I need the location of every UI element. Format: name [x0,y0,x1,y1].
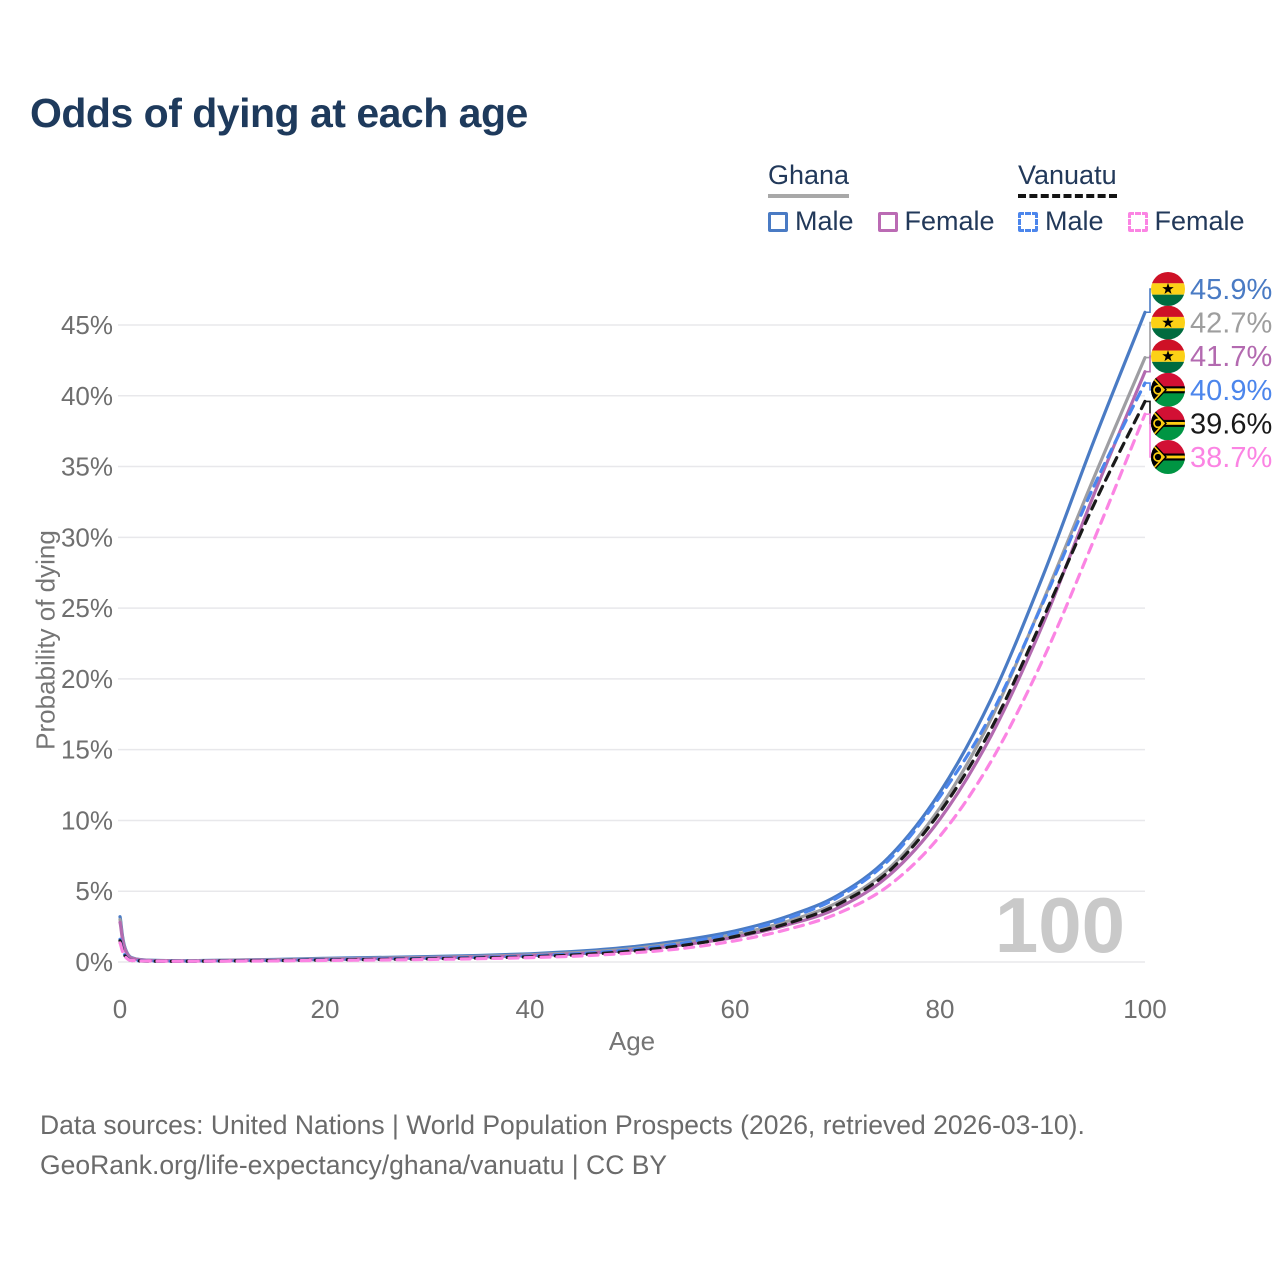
end-label-connector [1146,288,1151,314]
y-tick-label: 20% [61,664,113,694]
end-label-connector [1146,355,1151,373]
series-line-ghana-male[interactable] [118,310,1147,963]
legend-item-ghana-female[interactable]: Female [877,206,995,237]
legend-item-vanuatu-female[interactable]: Female [1127,206,1245,237]
ghana-flag-icon [1151,305,1185,340]
y-tick-label: 25% [61,593,113,623]
end-value-label-vanuatu-female: 38.7% [1190,442,1272,474]
series-line-ghana-female[interactable] [118,370,1147,963]
ghana-male-swatch-icon [768,211,788,232]
x-tick-label: 100 [1123,994,1166,1024]
end-label-connector [1146,413,1151,458]
footer-attribution: GeoRank.org/life-expectancy/ghana/vanuat… [40,1150,668,1180]
series-line-vanuatu-both-sexes[interactable] [118,399,1147,963]
end-label-connector [1146,321,1151,359]
series-line-vanuatu-male[interactable] [118,381,1147,963]
legend-country-ghana: Ghana [768,160,850,198]
y-tick-label: 0% [75,947,113,977]
legend-label: Female [1154,206,1245,236]
footer: Data sources: United Nations | World Pop… [40,1105,1085,1185]
x-tick-label: 80 [926,994,955,1024]
legend-label: Male [1045,206,1104,236]
end-value-label-ghana-both-sexes: 42.7% [1190,308,1272,340]
x-tick-label: 40 [516,994,545,1024]
legend-item-vanuatu-male[interactable]: Male [1018,206,1104,237]
vanuatu-male-swatch-icon [1018,211,1038,232]
end-value-label-vanuatu-male: 40.9% [1190,375,1272,407]
footer-data-sources: Data sources: United Nations | World Pop… [40,1110,1085,1140]
y-tick-label: 45% [61,310,113,340]
ghana-flag-icon [1151,339,1185,374]
end-label-connector [1146,382,1151,391]
x-tick-label: 60 [721,994,750,1024]
end-value-label-ghana-male: 45.9% [1190,274,1272,306]
y-tick-label: 5% [75,876,113,906]
end-value-label-ghana-female: 41.7% [1190,341,1272,373]
x-tick-label: 20 [311,994,340,1024]
x-tick-label: 0 [113,994,127,1024]
legend-group-vanuatu: Vanuatu Male Female [1018,160,1245,237]
ghana-female-swatch-icon [877,211,898,232]
ghana-flag-icon [1151,272,1185,306]
x-axis-title: Age [608,1026,656,1056]
legend-group-ghana: Ghana Male Female [768,160,995,237]
vanuatu-female-swatch-icon [1127,211,1148,232]
end-value-label-vanuatu-both-sexes: 39.6% [1190,408,1272,440]
legend-label: Male [795,206,854,236]
age-watermark: 100 [995,881,1125,969]
legend-label: Female [904,206,995,236]
vanuatu-flag-icon [1151,372,1185,407]
page-title: Odds of dying at each age [30,90,528,136]
y-tick-label: 35% [61,452,113,482]
series-line-ghana-both-sexes[interactable] [118,356,1147,963]
y-tick-label: 10% [61,805,113,835]
series-line-vanuatu-female[interactable] [118,412,1147,963]
legend-item-ghana-male[interactable]: Male [768,206,854,237]
y-tick-label: 30% [61,522,113,552]
vanuatu-flag-icon [1151,406,1185,441]
y-tick-label: 15% [61,735,113,765]
legend-country-vanuatu: Vanuatu [1018,160,1117,198]
y-tick-label: 40% [61,381,113,411]
vanuatu-flag-icon [1151,440,1185,474]
